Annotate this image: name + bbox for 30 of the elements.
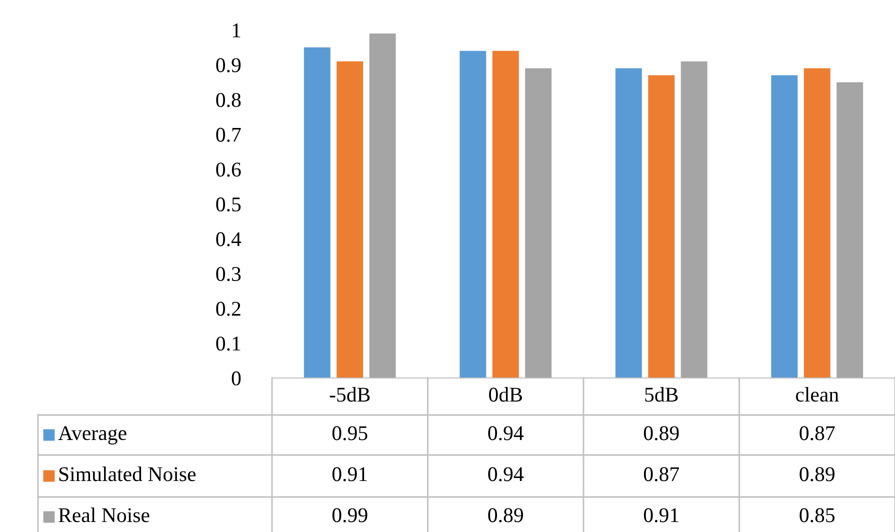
y-tick-label: 0.4 [216,232,242,246]
y-tick-label: 0.2 [216,302,240,316]
data-label: 0.91 [332,467,367,482]
y-tick-label: 0 [232,371,241,386]
x-tick-label: clean [796,387,839,402]
data-label: 0.89 [644,426,679,440]
legend-label: Real Noise [58,508,150,522]
y-tick-label: 0.9 [216,58,241,72]
data-label: 0.89 [800,467,834,482]
y-tick-label: 0.6 [216,162,241,177]
legend-label: Average [58,426,126,444]
y-tick-label: 0.7 [216,128,241,142]
data-label: 0.94 [488,426,524,440]
data-label: 0.87 [800,426,835,440]
x-tick-label: -5dB [330,387,370,402]
y-tick-label: 0.1 [216,336,240,351]
data-label: 0.94 [488,467,524,482]
data-label: 0.95 [332,426,368,440]
y-tick-label: 0.3 [216,266,241,282]
data-label: 0.89 [488,508,523,522]
data-label: 0.99 [332,508,368,522]
y-tick-label: 1 [232,23,240,38]
x-tick-label: 0dB [489,387,522,402]
data-label: 0.91 [644,508,678,522]
x-tick-label: 5dB [645,387,678,402]
y-tick-label: 0.5 [216,197,241,212]
data-label: 0.85 [800,508,835,522]
legend-label: Simulated Noise [59,466,196,482]
data-label: 0.87 [644,467,680,482]
y-tick-label: 0.8 [216,92,241,108]
